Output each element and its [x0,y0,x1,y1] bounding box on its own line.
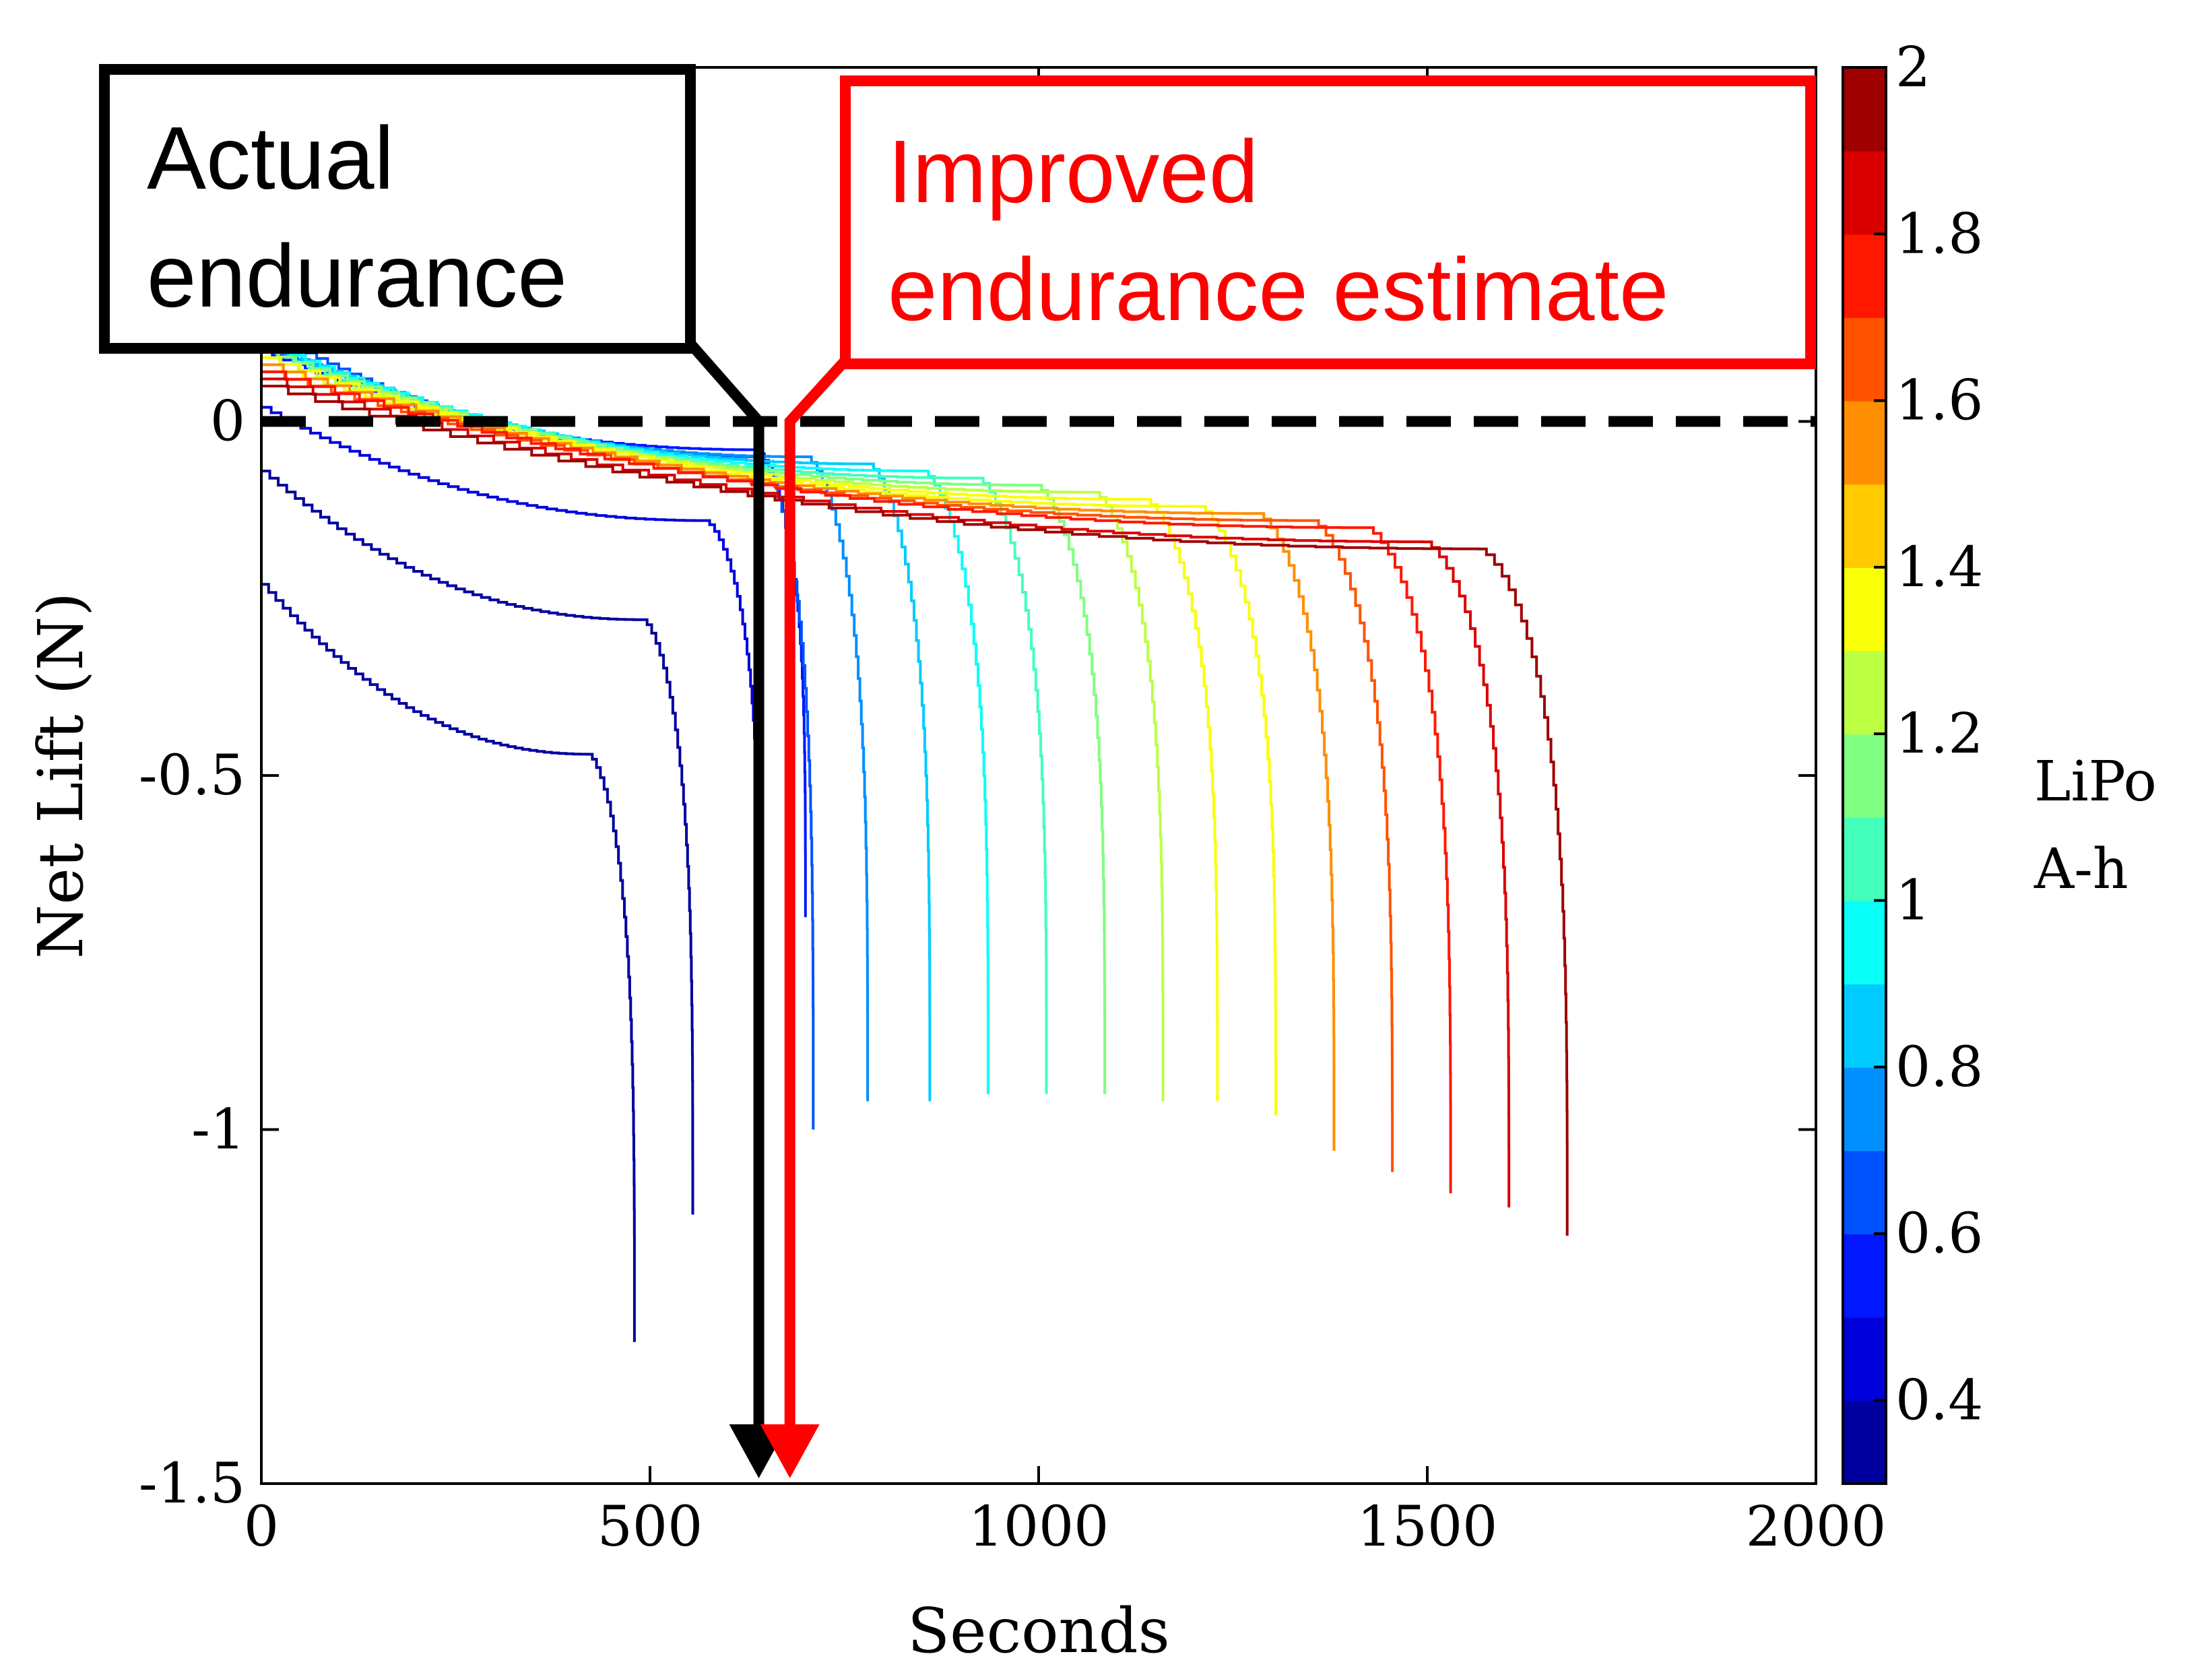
series-line-1 [261,470,694,1215]
series-line-11 [261,356,1219,1102]
y-tick-label-1: -0.5 [139,744,245,808]
colorbar-band-2 [1843,1234,1886,1318]
colorbar-tick-label-7: 1.8 [1895,202,1983,266]
colorbar-band-4 [1843,1067,1886,1151]
colorbar: 0.4 0.6 0.8 1 1.2 1.4 1.6 1.8 2 [1842,36,1983,1485]
improved-endurance-box [840,75,1816,369]
colorbar-band-5 [1843,984,1886,1068]
y-tick-label-3: -1.5 [139,1452,245,1516]
colorbar-tick-label-2: 0.8 [1895,1036,1983,1100]
colorbar-tick-label-4: 1.2 [1895,702,1983,766]
colorbar-band-12 [1843,400,1886,485]
series-line-13 [261,363,1336,1151]
x-axis-title: Seconds [907,1595,1170,1667]
series-line-12 [261,363,1277,1116]
actual-endurance-label-line-1: Actual [147,108,394,208]
colorbar-band-13 [1843,317,1886,402]
colorbar-tick-label-0: 0.4 [1895,1368,1983,1432]
colorbar-band-6 [1843,900,1886,985]
colorbar-title-line-1: LiPo [2034,750,2157,814]
colorbar-band-10 [1843,567,1886,652]
series-line-5 [261,342,870,1102]
x-tick-label-4: 2000 [1746,1495,1887,1559]
improved-endurance-label-line-1: Improved [888,122,1258,221]
improved-endurance-label-line-2: endurance estimate [888,240,1668,339]
colorbar-band-3 [1843,1150,1886,1235]
x-tick-label-0: 0 [244,1495,279,1559]
series-line-15 [261,370,1452,1194]
colorbar-band-9 [1843,650,1886,735]
improved-endurance-arrowhead [760,1424,820,1478]
colorbar-tick-label-8: 2 [1895,36,1930,100]
series-line-3 [261,349,807,918]
x-tick-label-3: 1500 [1357,1495,1498,1559]
actual-endurance-box [99,64,696,354]
colorbar-band-16 [1843,67,1886,152]
colorbar-band-1 [1843,1317,1886,1401]
colorbar-band-7 [1843,817,1886,901]
x-tick-label-1: 500 [597,1495,703,1559]
y-axis-title: Net Lift (N) [25,592,97,959]
colorbar-band-11 [1843,484,1886,568]
colorbar-band-8 [1843,734,1886,818]
colorbar-tick-label-6: 1.6 [1895,369,1983,433]
actual-endurance-arrow [686,340,765,1424]
y-tick-label-0: 0 [210,390,245,454]
colorbar-tick-label-3: 1 [1895,868,1930,932]
annotations: Actual endurance Improved endurance esti… [99,64,1816,1478]
actual-endurance-label-line-2: endurance [147,226,567,325]
colorbar-title-line-2: A-h [2034,837,2128,901]
series-line-14 [261,370,1394,1172]
colorbar-tick-label-5: 1.4 [1895,536,1983,600]
colorbar-band-14 [1843,234,1886,318]
colorbar-band-15 [1843,150,1886,235]
series-line-0 [261,583,636,1342]
x-tick-label-2: 1000 [969,1495,1109,1559]
series-line-16 [261,377,1511,1208]
colorbar-frame [1842,66,1887,1485]
improved-endurance-arrow [784,356,849,1424]
colorbar-tick-label-1: 0.6 [1895,1202,1983,1266]
y-tick-label-2: -1 [191,1098,245,1162]
series-line-2 [261,406,760,1003]
series-line-6 [261,342,932,1102]
series-line-17 [261,385,1569,1236]
colorbar-band-0 [1843,1400,1886,1484]
series-layer [261,327,1569,1342]
